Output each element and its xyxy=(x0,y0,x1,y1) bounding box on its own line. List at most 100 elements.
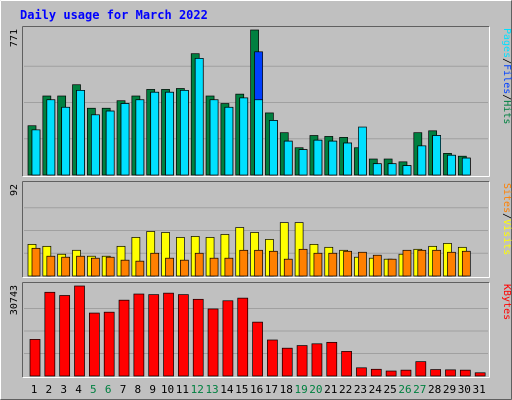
day-label-2: 2 xyxy=(46,383,53,396)
kbytes-bar-5 xyxy=(89,312,100,377)
sites-bar-14 xyxy=(224,257,234,277)
day-label-22: 22 xyxy=(339,383,352,396)
day-label-27: 27 xyxy=(413,383,426,396)
kbytes-max-label: 30743 xyxy=(9,285,20,315)
pages-bar-27 xyxy=(417,145,427,176)
sites-series xyxy=(31,247,471,277)
kbytes-bar-2 xyxy=(44,291,56,377)
legend-sites: Sites xyxy=(501,183,512,213)
pages-bar-18 xyxy=(283,140,293,176)
sites-bar-2 xyxy=(46,255,56,277)
kbytes-bar-19 xyxy=(296,345,308,377)
sites-bar-11 xyxy=(180,259,189,277)
kbytes-bar-23 xyxy=(356,367,367,377)
pages-bar-24 xyxy=(372,163,382,176)
pages-bar-5 xyxy=(91,114,100,176)
pages-bar-23 xyxy=(358,126,367,176)
pages-bar-17 xyxy=(269,120,278,176)
pages-bar-16 xyxy=(254,99,263,176)
kbytes-bar-9 xyxy=(148,294,160,377)
day-label-19: 19 xyxy=(294,383,307,396)
sites-bar-19 xyxy=(298,248,308,277)
day-label-4: 4 xyxy=(75,383,82,396)
sites-bar-10 xyxy=(165,257,174,277)
pages-bar-2 xyxy=(46,99,56,176)
day-label-31: 31 xyxy=(473,383,486,396)
kbytes-bar-28 xyxy=(430,369,441,377)
day-label-26: 26 xyxy=(398,383,411,396)
day-label-13: 13 xyxy=(205,383,218,396)
sites-bar-3 xyxy=(61,256,71,277)
day-label-20: 20 xyxy=(309,383,322,396)
kbytes-bar-29 xyxy=(445,369,456,377)
kbytes-bar-7 xyxy=(118,299,130,377)
day-label-29: 29 xyxy=(443,383,456,396)
sites-bar-4 xyxy=(76,255,85,277)
sites-bar-23 xyxy=(358,251,367,277)
pages-bar-4 xyxy=(76,90,85,176)
kbytes-legend: KBytes xyxy=(501,284,512,320)
kbytes-bar-14 xyxy=(222,300,234,377)
sites-bar-26 xyxy=(402,249,412,277)
kbytes-bar-16 xyxy=(252,321,263,377)
sites-bar-18 xyxy=(283,258,293,277)
pages-bar-21 xyxy=(328,140,338,176)
day-label-8: 8 xyxy=(135,383,142,396)
sites-bar-27 xyxy=(417,249,427,277)
visits-sites-legend: Sites/Visits xyxy=(501,183,512,255)
hits-files-pages-max-label: 771 xyxy=(9,29,20,47)
kbytes-bar-22 xyxy=(341,351,352,377)
sites-bar-8 xyxy=(135,260,145,277)
day-label-5: 5 xyxy=(90,383,97,396)
kbytes-bar-11 xyxy=(178,294,189,377)
chart-panels: 771 Pages/Files/Hits 92 Sites/Visits 30743 KB… xyxy=(9,26,512,378)
day-label-7: 7 xyxy=(120,383,127,396)
pages-bar-9 xyxy=(150,91,160,176)
hits-files-pages-legend: Pages/Files/Hits xyxy=(501,28,512,124)
kbytes-bar-17 xyxy=(267,339,278,377)
kbytes-bar-30 xyxy=(459,369,471,377)
sites-bar-5 xyxy=(91,257,100,277)
day-label-23: 23 xyxy=(354,383,367,396)
day-label-3: 3 xyxy=(60,383,67,396)
pages-bar-3 xyxy=(61,106,71,176)
pages-bar-1 xyxy=(31,129,41,176)
kbytes-bar-24 xyxy=(370,368,382,377)
pages-bar-22 xyxy=(343,142,352,176)
sites-bar-17 xyxy=(269,250,278,277)
day-label-21: 21 xyxy=(324,383,337,396)
kbytes-bar-1 xyxy=(29,339,41,377)
kbytes-bar-21 xyxy=(326,341,338,377)
kbytes-series xyxy=(29,285,486,377)
kbytes-bar-20 xyxy=(311,343,323,377)
sites-bar-16 xyxy=(254,249,263,277)
x-axis-day-labels: 1 2 3 4 5 6 7 8 9 10 11 12 13 14 15 16 17 18 19 20 21 22 23 24 2… xyxy=(31,383,486,396)
day-label-18: 18 xyxy=(280,383,293,396)
visits-sites-panel: 92 Sites/Visits xyxy=(9,181,512,278)
sites-bar-13 xyxy=(209,257,219,277)
kbytes-bar-6 xyxy=(103,311,115,377)
day-label-10: 10 xyxy=(161,383,174,396)
pages-bar-26 xyxy=(402,165,412,176)
sites-bar-7 xyxy=(120,259,130,277)
pages-bar-28 xyxy=(432,135,441,176)
sites-bar-30 xyxy=(461,250,471,277)
pages-bar-15 xyxy=(239,97,249,176)
legend-slash: / xyxy=(501,58,512,64)
kbytes-bar-15 xyxy=(237,297,249,377)
pages-bar-6 xyxy=(105,110,115,176)
pages-bar-20 xyxy=(313,139,323,176)
sites-bar-21 xyxy=(328,252,338,277)
kbytes-bar-27 xyxy=(415,361,427,377)
sites-bar-20 xyxy=(313,252,323,277)
sites-bar-25 xyxy=(387,258,397,277)
day-label-11: 11 xyxy=(176,383,189,396)
day-label-6: 6 xyxy=(105,383,112,396)
day-label-15: 15 xyxy=(235,383,248,396)
pages-bar-19 xyxy=(298,149,308,176)
pages-bar-14 xyxy=(224,106,234,176)
pages-bar-12 xyxy=(194,58,204,176)
hits-files-pages-panel: 771 Pages/Files/Hits xyxy=(9,26,512,177)
legend-slash: / xyxy=(501,213,512,219)
